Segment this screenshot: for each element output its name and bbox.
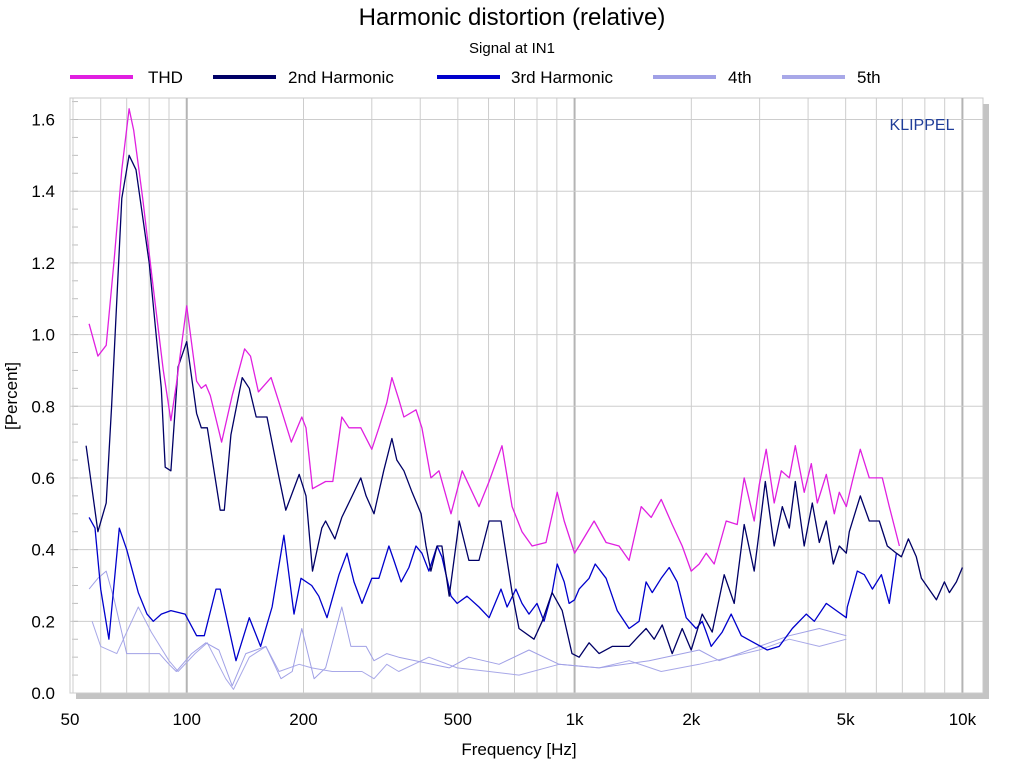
y-axis-label: [Percent] xyxy=(2,362,21,430)
x-tick-label: 500 xyxy=(444,710,472,729)
legend-label: 3rd Harmonic xyxy=(511,68,614,87)
y-tick-label: 1.4 xyxy=(31,182,55,201)
series-line-5th xyxy=(91,606,847,690)
series-line-2nd-harmonic xyxy=(85,154,963,658)
y-tick-label: 0.2 xyxy=(31,612,55,631)
x-tick-label: 50 xyxy=(61,710,80,729)
legend-item: 4th xyxy=(653,68,752,87)
x-tick-label: 1k xyxy=(566,710,584,729)
series-line-4th xyxy=(88,570,847,687)
chart-title: Harmonic distortion (relative) xyxy=(359,4,666,31)
chart-subtitle: Signal at IN1 xyxy=(469,40,555,57)
legend-label: 5th xyxy=(857,68,881,87)
legend-item: THD xyxy=(70,68,183,87)
grid xyxy=(69,98,983,694)
x-tick-label: 100 xyxy=(173,710,201,729)
y-tick-label: 0.6 xyxy=(31,469,55,488)
series-line-3rd-harmonic xyxy=(88,517,898,662)
x-axis-ticks: 50 100 200 500 1k 2k 5k 10k xyxy=(61,710,977,729)
series-lines xyxy=(85,108,963,690)
y-tick-label: 0.8 xyxy=(31,397,55,416)
x-tick-label: 10k xyxy=(949,710,977,729)
klippel-watermark: KLIPPEL xyxy=(890,117,955,134)
legend-label: THD xyxy=(148,68,183,87)
y-tick-label: 0.4 xyxy=(31,541,55,560)
plot-area xyxy=(69,97,984,694)
y-tick-label: 0.0 xyxy=(31,684,55,703)
x-tick-label: 200 xyxy=(289,710,317,729)
y-tick-label: 1.2 xyxy=(31,254,55,273)
x-tick-label: 5k xyxy=(837,710,855,729)
legend-item: 2nd Harmonic xyxy=(213,68,394,87)
y-tick-label: 1.0 xyxy=(31,326,55,345)
x-tick-label: 2k xyxy=(682,710,700,729)
legend: THD 2nd Harmonic 3rd Harmonic 4th 5th xyxy=(70,68,881,87)
legend-item: 5th xyxy=(782,68,881,87)
legend-item: 3rd Harmonic xyxy=(437,68,614,87)
y-axis-ticks: 0.0 0.2 0.4 0.6 0.8 1.0 1.2 1.4 1.6 xyxy=(31,111,55,703)
series-line-thd xyxy=(88,108,901,572)
y-tick-label: 1.6 xyxy=(31,111,55,130)
x-axis-label: Frequency [Hz] xyxy=(461,740,576,759)
legend-label: 2nd Harmonic xyxy=(288,68,394,87)
legend-label: 4th xyxy=(728,68,752,87)
